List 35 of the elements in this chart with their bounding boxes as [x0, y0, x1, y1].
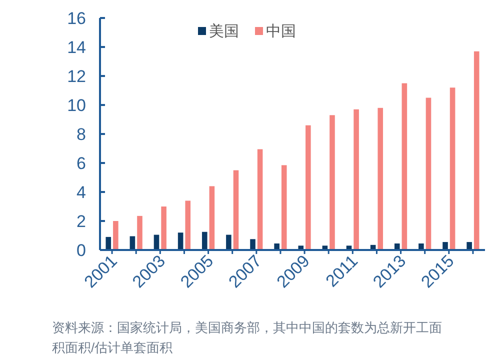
bar — [466, 242, 472, 250]
y-tick-label: 14 — [67, 38, 86, 57]
bar — [474, 51, 480, 250]
bar — [306, 125, 311, 250]
bar — [257, 149, 263, 250]
y-tick-label: 0 — [76, 241, 86, 260]
bar — [426, 98, 432, 250]
y-tick-label: 10 — [67, 96, 86, 115]
y-tick-label: 8 — [76, 125, 86, 144]
bar — [442, 242, 448, 250]
y-tick-label: 12 — [67, 67, 86, 86]
bar — [354, 109, 359, 250]
bar — [233, 170, 239, 250]
legend-label: 美国 — [209, 23, 239, 40]
bar — [450, 88, 456, 250]
text: 资料来源：国家统计局，美国商务部，其中中国的套数为总新开工面积面积/估计单套面积 — [52, 319, 443, 357]
y-tick-label: 2 — [76, 212, 86, 231]
bar — [330, 115, 335, 250]
bar — [113, 221, 118, 250]
bar — [137, 216, 142, 250]
bar — [209, 186, 215, 250]
bar — [378, 108, 384, 250]
bar — [202, 232, 208, 250]
bar — [178, 232, 184, 250]
bar — [281, 165, 287, 250]
legend-label: 中国 — [266, 23, 296, 40]
bar — [250, 239, 256, 250]
bar — [161, 206, 166, 250]
y-tick-label: 4 — [76, 183, 86, 202]
y-tick-label: 16 — [67, 9, 86, 28]
bar — [226, 234, 232, 250]
y-tick-label: 6 — [76, 154, 86, 173]
bar — [185, 200, 191, 250]
bar — [402, 83, 408, 250]
bar — [106, 236, 112, 250]
